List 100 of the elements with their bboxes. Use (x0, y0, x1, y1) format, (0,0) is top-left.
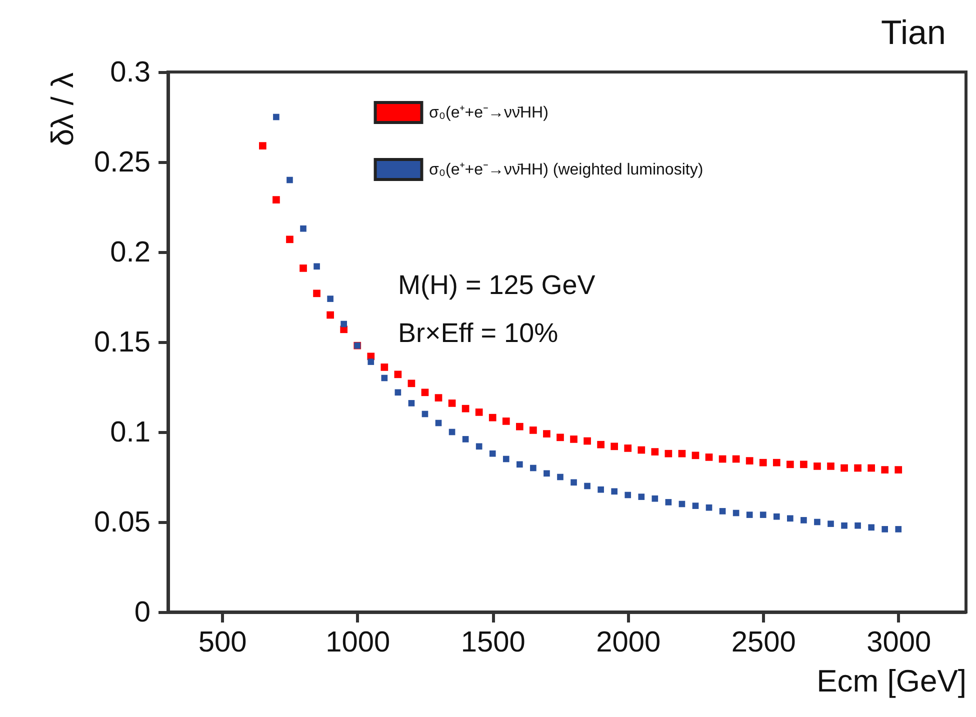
point (719, 508, 726, 514)
legend-label: σ₀(e⁺+e⁻→νν̄HH) (weighted luminosity) (429, 162, 704, 178)
y-tick-label: 0 (134, 596, 150, 628)
point (828, 520, 834, 527)
point (462, 404, 470, 412)
point (421, 388, 429, 396)
point (286, 236, 294, 244)
point (827, 462, 834, 470)
point (286, 176, 293, 184)
point (664, 450, 672, 458)
text: Tian (881, 14, 946, 52)
point (814, 462, 821, 470)
point (598, 486, 604, 493)
point (448, 400, 456, 407)
point (854, 464, 862, 472)
point (434, 394, 442, 402)
x-tick-label: 1000 (326, 626, 390, 658)
y-tick-label: 0.15 (94, 326, 150, 358)
point (422, 410, 428, 418)
point (408, 380, 416, 388)
point (380, 364, 388, 371)
point (706, 504, 712, 511)
point (476, 443, 482, 450)
point (435, 420, 442, 426)
legend-label: σ₀(e⁺+e⁻→νν̄HH) (429, 104, 548, 122)
point (759, 458, 767, 466)
point (556, 434, 564, 442)
point (448, 428, 456, 436)
point (800, 517, 807, 524)
point (516, 461, 523, 468)
point (489, 450, 496, 457)
x-tick-label: 3000 (866, 626, 932, 658)
y-tick-label: 0.3 (110, 56, 150, 88)
point (638, 446, 646, 454)
point (300, 225, 306, 232)
point (895, 526, 902, 532)
x-tick-label: 2500 (731, 626, 796, 658)
x-tick-label: 1500 (460, 626, 526, 658)
point (502, 456, 510, 462)
point (326, 311, 334, 319)
y-tick-label: 0.1 (110, 416, 150, 448)
x-tick-label: 500 (198, 626, 247, 658)
point (584, 482, 590, 490)
point (787, 515, 794, 522)
point (652, 495, 658, 502)
point (530, 464, 536, 472)
point (651, 448, 659, 456)
point (475, 408, 483, 416)
point (732, 455, 740, 463)
point (894, 466, 902, 474)
point (314, 263, 320, 270)
point (868, 524, 874, 531)
annotation: Br×Eff = 10% (398, 318, 558, 348)
x-axis-title: Ecm [GeV] (816, 664, 966, 698)
point (786, 460, 794, 468)
point (772, 458, 780, 466)
point (692, 452, 700, 460)
y-tick-label: 0.2 (110, 236, 150, 268)
point (543, 430, 550, 438)
point (544, 470, 550, 477)
x-tick-label: 2000 (596, 626, 661, 658)
point (259, 142, 266, 150)
point (300, 264, 307, 272)
y-tick-label: 0.05 (94, 506, 150, 538)
point (570, 479, 577, 486)
point (882, 526, 888, 532)
point (746, 457, 754, 464)
point (394, 389, 402, 396)
point (597, 440, 604, 448)
point (570, 436, 578, 443)
point (488, 414, 496, 422)
point (530, 426, 537, 434)
point (610, 442, 618, 450)
point (881, 466, 889, 474)
point (868, 464, 875, 472)
point (840, 464, 848, 472)
annotation: M(H) = 125 GeV (398, 270, 596, 300)
point (746, 512, 753, 518)
point (624, 492, 632, 498)
point (705, 454, 713, 461)
point (408, 400, 415, 406)
point (502, 418, 510, 425)
y-tick-label: 0.25 (94, 146, 150, 178)
point (381, 374, 388, 382)
point (273, 114, 280, 120)
point (678, 450, 686, 458)
point (462, 436, 469, 442)
point (557, 474, 564, 480)
point (800, 460, 808, 468)
point (340, 320, 347, 328)
point (272, 196, 280, 204)
point (584, 437, 591, 445)
point (624, 444, 632, 452)
point (678, 500, 686, 508)
point (760, 512, 766, 518)
y-axis-title: δλ / λ (45, 72, 80, 146)
point (854, 522, 861, 529)
point (692, 502, 699, 509)
point (638, 494, 645, 500)
point (665, 499, 672, 506)
